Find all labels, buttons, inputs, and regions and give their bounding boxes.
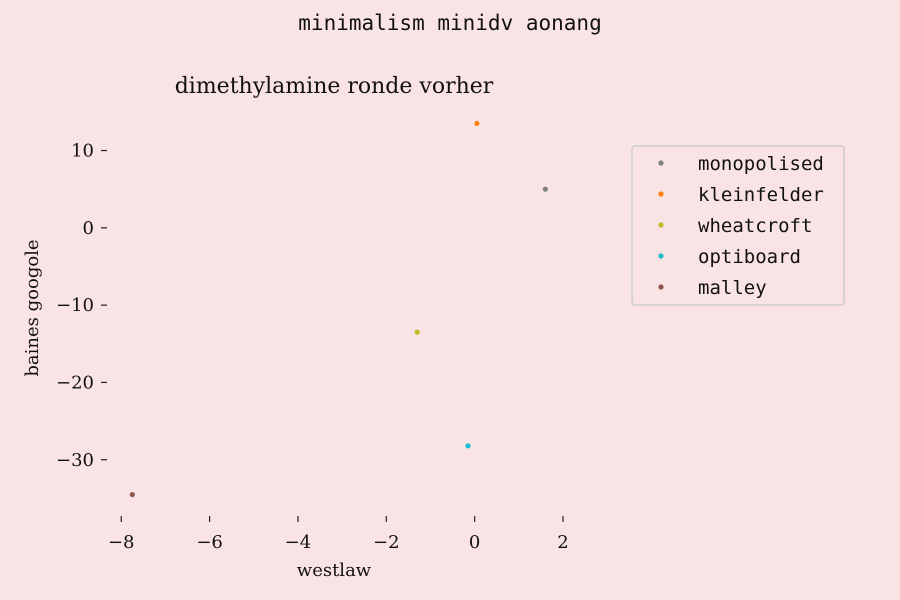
y-tick-label: −20: [56, 372, 94, 393]
legend-label-malley: malley: [698, 277, 767, 299]
y-tick-label: 0: [83, 218, 94, 239]
x-tick-label: −8: [108, 532, 135, 553]
legend-marker-malley: [658, 284, 664, 290]
legend-marker-optiboard: [658, 253, 664, 259]
legend: monopolised kleinfelder wheatcroft optiboar…: [631, 145, 845, 306]
data-point-wheatcroft: [414, 329, 420, 335]
legend-label-optiboard: optiboard: [698, 246, 801, 268]
x-tick-label: −6: [196, 532, 223, 553]
legend-label-kleinfelder: kleinfelder: [698, 184, 824, 206]
y-tick-label: −10: [56, 295, 94, 316]
legend-label-wheatcroft: wheatcroft: [698, 215, 812, 237]
x-axis-label: westlaw: [297, 560, 372, 581]
y-axis-ticks: 10 0 −10 −20 −30: [56, 141, 107, 471]
legend-marker-wheatcroft: [658, 222, 664, 228]
data-points: [129, 120, 548, 498]
y-axis-label: baines googole: [22, 239, 43, 376]
x-tick-label: −4: [285, 532, 312, 553]
data-point-malley: [129, 491, 135, 498]
figure-suptitle: minimalism minidv aonang: [298, 11, 601, 35]
data-point-kleinfelder: [474, 120, 480, 127]
x-axis-ticks: −8 −6 −4 −2 0 2: [108, 516, 569, 553]
legend-label-monopolised: monopolised: [698, 153, 824, 175]
y-tick-label: −30: [56, 450, 94, 471]
chart-title: dimethylamine ronde vorher: [175, 74, 494, 99]
data-point-optiboard: [465, 443, 471, 449]
y-tick-label: 10: [71, 141, 94, 162]
legend-marker-kleinfelder: [658, 191, 664, 197]
x-tick-label: 0: [469, 532, 480, 553]
x-tick-label: 2: [557, 532, 568, 553]
legend-marker-monopolised: [658, 160, 664, 166]
legend-frame: [631, 145, 845, 306]
data-point-monopolised: [542, 186, 548, 192]
x-tick-label: −2: [373, 532, 400, 553]
